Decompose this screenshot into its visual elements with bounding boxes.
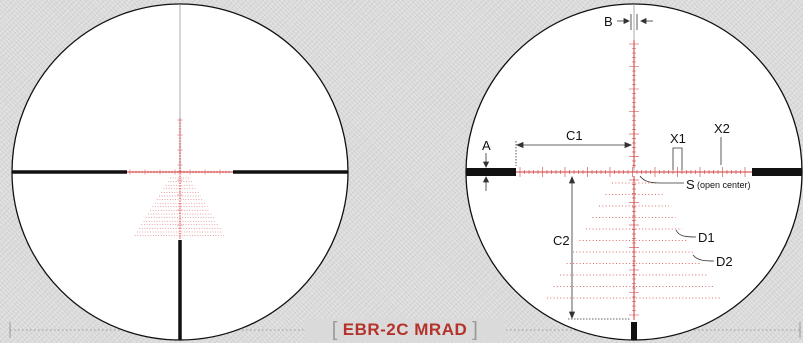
right-red-reticle [516,40,752,320]
left-red-reticle [127,118,233,240]
reticle-model-title: EBR-2C MRAD [342,320,468,339]
right-post-left [466,168,516,176]
label-c2: C2 [553,233,570,248]
dimension-annotations [482,14,722,320]
label-d2: D2 [716,254,733,269]
right-scope-view: B A C1 C2 X1 X2 S (open center) D1 D2 [465,3,803,341]
label-a: A [482,138,491,153]
label-s-note: (open center) [697,180,751,190]
label-x2: X2 [714,121,730,136]
label-s: S [686,177,695,192]
right-post-right [752,168,802,176]
caption-open-bracket: [ [331,318,338,341]
label-d1: D1 [698,230,715,245]
reticle-caption: [ EBR-2C MRAD ] [305,318,505,342]
label-c1: C1 [566,128,583,143]
label-x1: X1 [670,131,686,146]
right-post-bottom [631,322,637,340]
label-b: B [604,14,613,29]
left-scope-view [11,3,349,341]
caption-close-bracket: ] [472,318,479,341]
